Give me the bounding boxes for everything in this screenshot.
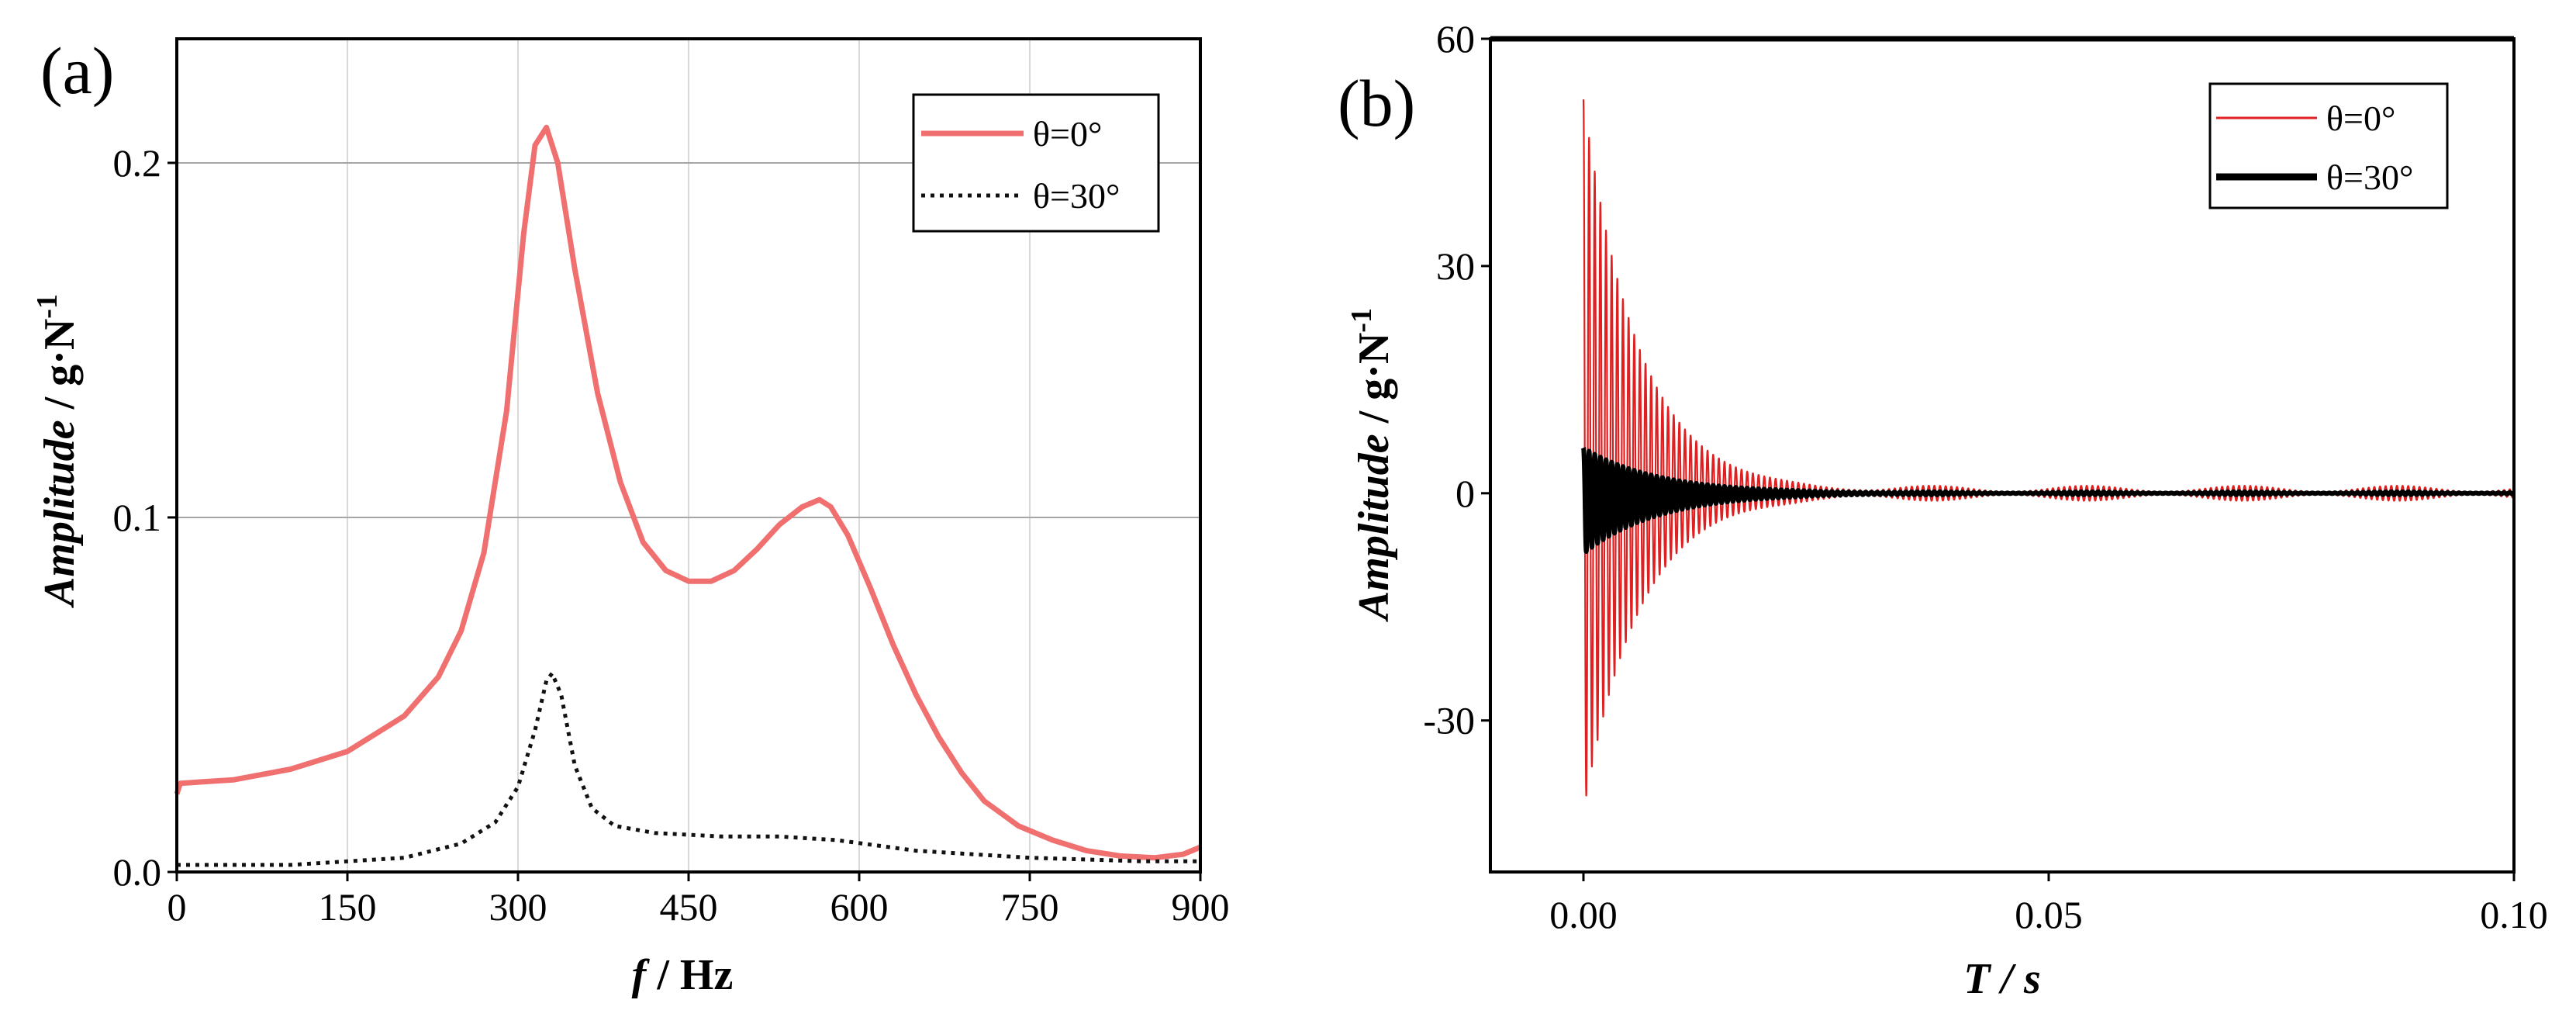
panel-a-y-sup: -1 [31,294,64,319]
panel-b-x-axis-title: T / s [1963,955,2041,1003]
panel-a-y-sep: / [36,386,84,420]
panel-b-y-tick-labels: -30 0 30 60 [1423,17,1475,742]
panel-a-x-unit: Hz [680,951,733,999]
panel-a-y-unit: g·N [36,319,84,386]
panel-a-legend-box [912,93,1160,233]
panel-a-series-line-0 [174,124,1202,861]
panel-b-x-tick-label: 0.05 [2015,893,2083,936]
panel-b-series [1581,99,2516,797]
panel-a-y-tick-labels: 0.0 0.1 0.2 [113,141,162,894]
panel-a-x-tick-label: 150 [319,885,377,929]
panel-a-x-tick-label: 450 [660,885,718,929]
panel-b-x-tick-label: 0.10 [2480,893,2548,936]
panel-a-legend-label-1: θ=30° [1033,176,1120,216]
panel-a-legend: θ=0° θ=30° [912,93,1160,233]
panel-b-legend-label-1: θ=30° [2326,157,2413,197]
panel-b-y-tick-label: 30 [1436,244,1475,288]
panel-a-y-var: Amplitude [36,420,84,608]
panel-a-x-axis-title: f / Hz [632,951,734,999]
panel-b-label: (b) [1338,66,1415,140]
panel-b-y-axis-title: Amplitude / g·N-1 [1345,308,1398,622]
panel-b-legend-box [2208,82,2449,209]
panel-b-y-tick-label: 60 [1436,17,1475,61]
panel-a-x-tick-label: 0 [167,885,187,929]
panel-b-x-var: T [1963,955,1992,1003]
panel-b-series-line-1 [1581,445,2516,554]
panel-a: (a) 0.0 0.1 0.2 0 150 300 450 600 750 900 f / Hz… [31,33,1230,999]
panel-b-y-var: Amplitude [1350,434,1398,622]
panel-b-x-tick-labels: 0.00 0.05 0.10 [1549,893,2548,936]
panel-b-legend-label-0: θ=0° [2326,99,2395,138]
panel-b-x-unit: s [2023,955,2041,1003]
panel-a-legend-label-0: θ=0° [1033,114,1102,154]
panel-a-x-tick-label: 750 [1001,885,1059,929]
panel-b-y-sep: / [1350,400,1398,434]
panel-a-x-tick-label: 900 [1172,885,1230,929]
panel-a-label: (a) [40,33,114,108]
panel-a-x-sep: / [646,951,680,999]
panel-b-x-sep: / [1990,955,2024,1003]
panel-b-legend: θ=0° θ=30° [2208,82,2449,209]
panel-b-y-tick-label: -30 [1423,699,1475,742]
panel-a-y-tick-label: 0.2 [113,141,162,185]
panel-a-x-tick-label: 600 [830,885,889,929]
panel-b-ticks [1481,37,2516,881]
panel-b-y-sup: -1 [1345,308,1378,333]
panel-a-y-axis-title: Amplitude / g·N-1 [31,294,84,608]
panel-a-x-tick-labels: 0 150 300 450 600 750 900 [167,885,1230,929]
panel-a-y-tick-label: 0.1 [113,496,162,539]
panel-b-y-unit: g·N [1350,333,1398,400]
panel-a-ticks [167,161,1202,881]
panel-b-x-tick-label: 0.00 [1549,893,1618,936]
panel-a-x-tick-label: 300 [489,885,547,929]
panel-b-y-tick-label: 0 [1455,472,1475,515]
panel-a-series [174,124,1202,867]
panel-a-y-tick-label: 0.0 [113,850,162,894]
panel-b: (b) -30 0 30 60 0.00 0.05 0.10 T / s Amplitud… [1338,17,2548,1003]
